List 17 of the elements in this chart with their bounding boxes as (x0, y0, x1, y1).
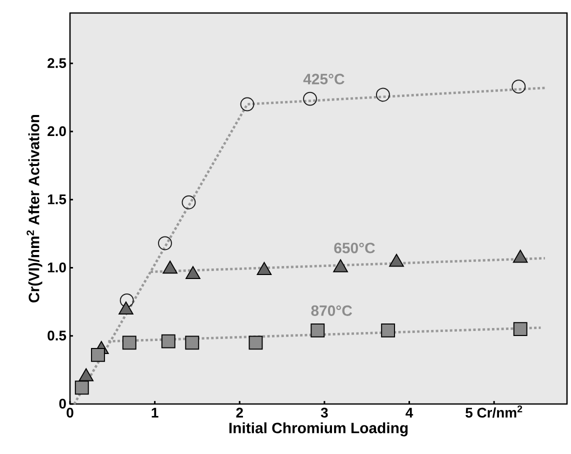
series-label: 870°C (311, 305, 352, 316)
x-tick-label: 1 (152, 408, 158, 418)
x-tick-label: 0 (66, 408, 74, 418)
x-axis-title: Initial Chromium Loading (229, 422, 408, 436)
x-tick-label: 3 (320, 408, 328, 418)
series-label: 650°C (334, 242, 375, 254)
x-tick-label: 5 Cr/nm$^{2}$ (466, 405, 522, 418)
x-tick-label: 4 (406, 408, 414, 418)
y-axis-title: Cr(VI)/nm$^{2}$ After Activation (26, 114, 42, 302)
y-tick-label: 2.0 (48, 126, 66, 136)
y-tick-label: 0.5 (48, 330, 66, 341)
y-tick-label: 2.5 (48, 58, 66, 68)
y-tick-label: 0 (59, 398, 66, 409)
y-tick-label: 1.5 (48, 194, 66, 204)
y-tick-label: 1.0 (48, 262, 66, 272)
series-label: 425°C (303, 74, 344, 84)
x-tick-label: 2 (236, 408, 243, 418)
